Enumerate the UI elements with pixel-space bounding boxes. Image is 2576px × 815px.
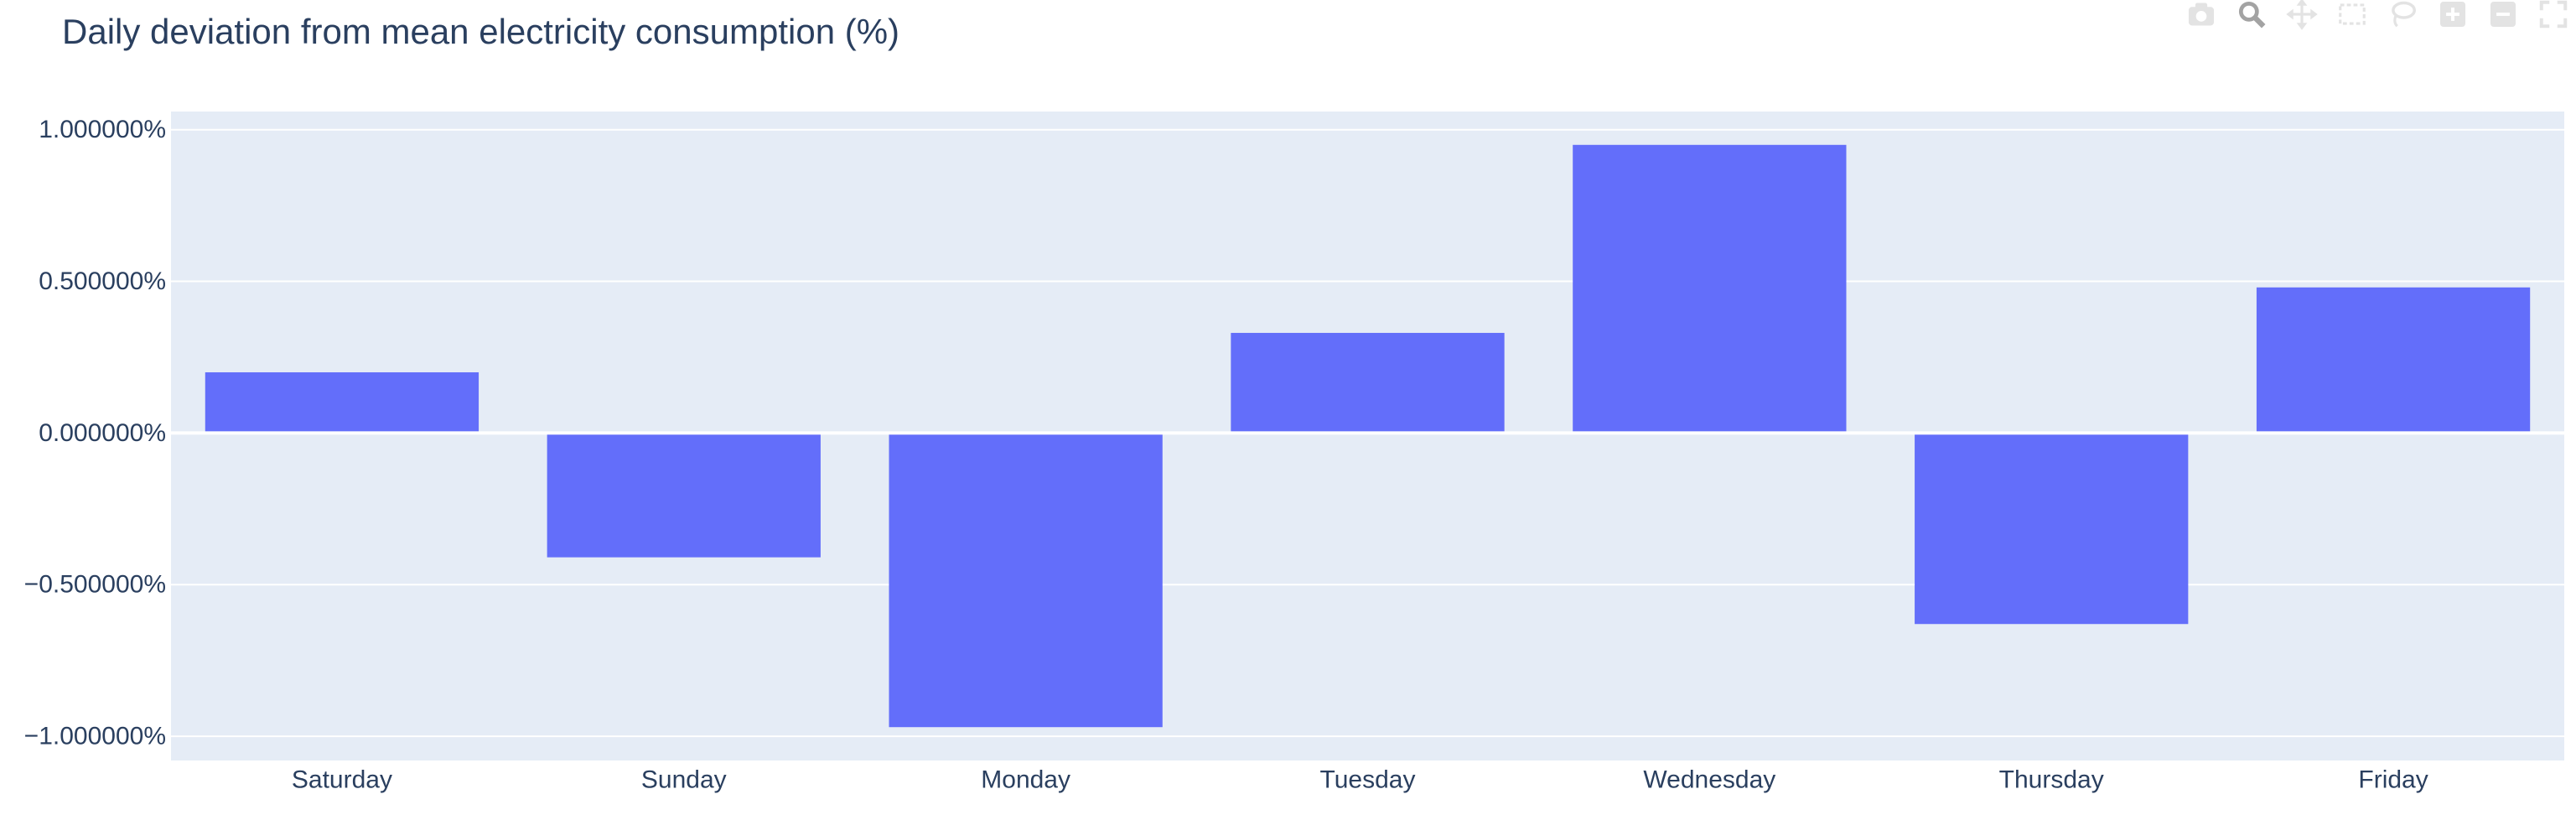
bar-monday[interactable] bbox=[889, 433, 1163, 728]
x-tick-label: Thursday bbox=[1999, 766, 2104, 794]
bar-sunday[interactable] bbox=[547, 433, 821, 558]
lasso-select-icon[interactable] bbox=[2380, 0, 2425, 29]
box-select-icon[interactable] bbox=[2330, 0, 2375, 29]
modebar bbox=[2179, 0, 2576, 30]
x-tick-label: Sunday bbox=[641, 766, 727, 794]
bar-saturday[interactable] bbox=[205, 372, 479, 433]
x-tick-label: Friday bbox=[2358, 766, 2428, 794]
y-tick-label: 0.500000% bbox=[39, 267, 166, 295]
y-tick-label: 1.000000% bbox=[39, 116, 166, 143]
bar-series bbox=[205, 144, 2531, 728]
bar-thursday[interactable] bbox=[1915, 433, 2189, 625]
bar-wednesday[interactable] bbox=[1573, 144, 1847, 433]
x-axis-ticks: Saturday Sunday Monday Tuesday Wednesday Thur… bbox=[292, 766, 2428, 794]
zoom-out-icon[interactable] bbox=[2480, 0, 2526, 29]
y-tick-label: −1.000000% bbox=[24, 723, 166, 750]
chart-title: Daily deviation from mean electricity co… bbox=[62, 12, 900, 51]
y-tick-label: 0.000000% bbox=[39, 419, 166, 447]
x-tick-label: Monday bbox=[981, 766, 1070, 794]
x-tick-label: Saturday bbox=[292, 766, 392, 794]
x-tick-label: Wednesday bbox=[1643, 766, 1775, 794]
y-axis-ticks: 1.000000% 0.500000% 0.000000% −0.500000% −1.… bbox=[24, 116, 166, 750]
zoom-icon[interactable] bbox=[2229, 0, 2274, 29]
camera-icon[interactable] bbox=[2179, 0, 2224, 29]
bar-friday[interactable] bbox=[2256, 287, 2531, 433]
x-tick-label: Tuesday bbox=[1320, 766, 1416, 794]
plot-background bbox=[171, 112, 2564, 760]
bar-tuesday[interactable] bbox=[1231, 333, 1505, 433]
y-tick-label: −0.500000% bbox=[24, 571, 166, 599]
pan-icon[interactable] bbox=[2279, 0, 2325, 30]
zoom-in-icon[interactable] bbox=[2430, 0, 2475, 29]
autoscale-icon[interactable] bbox=[2531, 0, 2576, 29]
